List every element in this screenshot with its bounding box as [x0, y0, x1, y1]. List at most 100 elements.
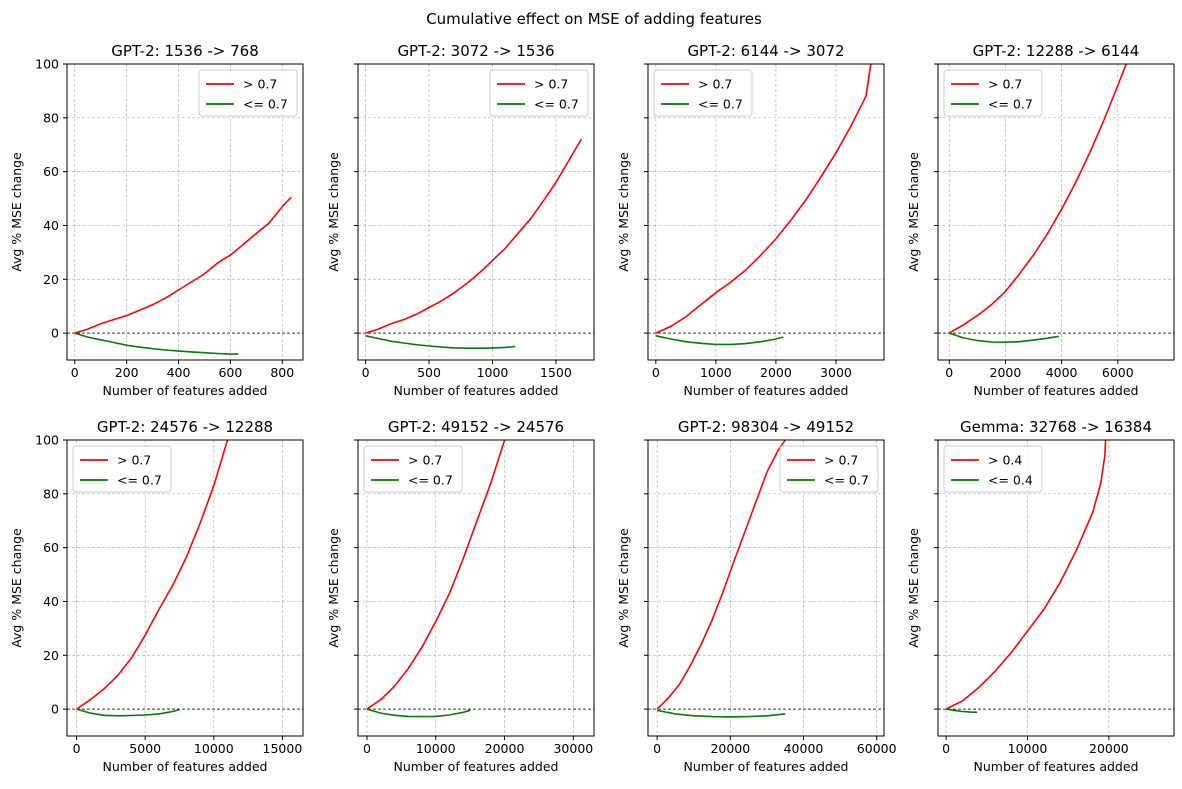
legend-label: > 0.7	[408, 453, 442, 468]
chart-title: GPT-2: 6144 -> 3072	[687, 42, 844, 60]
x-axis-label: Number of features added	[974, 383, 1139, 398]
series-line-green	[76, 708, 180, 717]
chart-panel-2: 0 500 1000 1500 GPT-2: 3072 -> 1536 Number of…	[326, 42, 595, 398]
legend-label: > 0.7	[534, 77, 568, 92]
chart-title: GPT-2: 24576 -> 12288	[97, 418, 273, 436]
legend: > 0.7 <= 0.7	[72, 445, 172, 493]
series-line-green	[656, 709, 786, 718]
x-axis-label: Number of features added	[684, 759, 849, 774]
series-line-red	[366, 440, 506, 710]
chart-panel-7: 0 20000 40000 60000 GPT-2: 98304 -> 49152 Num…	[616, 418, 897, 774]
y-axis-label: Avg % MSE change	[616, 152, 631, 272]
x-tick-label: 1000	[700, 365, 732, 380]
figure-suptitle: Cumulative effect on MSE of adding featu…	[426, 10, 762, 28]
series-line-red	[365, 138, 582, 334]
series-line-green	[655, 335, 784, 346]
x-tick-label: 0	[945, 365, 953, 380]
axes-frame	[66, 439, 304, 737]
x-tick-label: 0	[942, 741, 950, 756]
x-tick-label: 0	[363, 741, 371, 756]
y-axis-label: Avg % MSE change	[326, 152, 341, 272]
legend-label: <= 0.7	[988, 97, 1033, 112]
chart-title: GPT-2: 49152 -> 24576	[388, 418, 564, 436]
legend: > 0.4 <= 0.4	[943, 445, 1043, 493]
legend-label: <= 0.4	[988, 473, 1033, 488]
x-tick-label: 800	[270, 365, 294, 380]
legend-label: > 0.7	[243, 77, 277, 92]
y-tick-label: 60	[43, 540, 59, 555]
x-tick-label: 20000	[710, 741, 750, 756]
y-axis-label: Avg % MSE change	[616, 528, 631, 648]
x-tick-label: 10000	[1008, 741, 1048, 756]
chart-title: GPT-2: 3072 -> 1536	[397, 42, 554, 60]
chart-panel-5: 0 5000 10000 15000 0 20 40 60 80 100 GPT-2: 24576 …	[9, 418, 304, 774]
x-tick-label: 200	[115, 365, 139, 380]
x-tick-label: 0	[652, 365, 660, 380]
axes-frame	[66, 63, 304, 361]
y-axis-label: Avg % MSE change	[906, 152, 921, 272]
chart-panel-3: 0 1000 2000 3000 GPT-2: 6144 -> 3072 Number o…	[616, 42, 885, 398]
series-line-red	[655, 64, 872, 334]
y-tick-label: 0	[51, 702, 59, 717]
x-tick-label: 2000	[990, 365, 1022, 380]
y-axis-label: Avg % MSE change	[906, 528, 921, 648]
y-tick-label: 20	[43, 648, 59, 663]
y-axis-label: Avg % MSE change	[326, 528, 341, 648]
chart-title: GPT-2: 12288 -> 6144	[973, 42, 1140, 60]
y-tick-label: 40	[43, 594, 59, 609]
legend-label: <= 0.7	[824, 473, 869, 488]
series-line-green	[365, 335, 516, 350]
series-line-red	[656, 440, 786, 710]
x-tick-label: 10000	[416, 741, 456, 756]
legend: > 0.7 <= 0.7	[779, 445, 879, 493]
series-line-red	[945, 440, 1107, 710]
legend-label: <= 0.7	[534, 97, 579, 112]
chart-title: Gemma: 32768 -> 16384	[960, 418, 1152, 436]
x-axis-label: Number of features added	[974, 759, 1139, 774]
x-axis-label: Number of features added	[684, 383, 849, 398]
chart-panel-4: 0 2000 4000 6000 GPT-2: 12288 -> 6144 Number …	[906, 42, 1175, 398]
axes-frame	[647, 439, 885, 737]
legend-label: > 0.7	[698, 77, 732, 92]
x-tick-label: 0	[653, 741, 661, 756]
y-tick-label: 80	[43, 110, 59, 125]
chart-panel-1: 0 200 400 600 800 0 20 40 60 80 100 GPT-2: 1536 -> …	[9, 42, 304, 398]
x-tick-label: 40000	[784, 741, 824, 756]
x-tick-label: 0	[362, 365, 370, 380]
legend-label: <= 0.7	[243, 97, 288, 112]
chart-panel-6: 0 10000 20000 30000 GPT-2: 49152 -> 24576 Num…	[326, 418, 595, 774]
x-axis-label: Number of features added	[103, 383, 268, 398]
series-line-green	[366, 708, 471, 718]
x-axis-label: Number of features added	[103, 759, 268, 774]
y-tick-label: 40	[43, 218, 59, 233]
series-line-green	[948, 332, 1059, 344]
legend-label: > 0.7	[824, 453, 858, 468]
x-tick-label: 2000	[760, 365, 792, 380]
y-axis-label: Avg % MSE change	[9, 528, 24, 648]
x-tick-label: 400	[167, 365, 191, 380]
y-axis-label: Avg % MSE change	[9, 152, 24, 272]
axes-frame	[647, 63, 885, 361]
x-tick-label: 3000	[820, 365, 852, 380]
x-tick-label: 600	[218, 365, 242, 380]
y-tick-label: 0	[51, 326, 59, 341]
legend-label: > 0.7	[117, 453, 151, 468]
legend-label: <= 0.7	[117, 473, 162, 488]
x-tick-label: 15000	[263, 741, 303, 756]
y-tick-label: 60	[43, 164, 59, 179]
legend-label: > 0.7	[988, 77, 1022, 92]
x-tick-label: 30000	[553, 741, 593, 756]
x-tick-label: 5000	[129, 741, 161, 756]
legend: > 0.7 <= 0.7	[363, 445, 463, 493]
axes-frame	[357, 439, 595, 737]
series-line-red	[948, 64, 1127, 334]
chart-title: GPT-2: 98304 -> 49152	[678, 418, 854, 436]
legend-label: > 0.4	[988, 453, 1022, 468]
x-tick-label: 1500	[540, 365, 572, 380]
x-tick-label: 60000	[857, 741, 897, 756]
series-line-green	[74, 332, 239, 355]
chart-title: GPT-2: 1536 -> 768	[111, 42, 259, 60]
legend: > 0.7 <= 0.7	[653, 69, 753, 117]
x-tick-label: 6000	[1102, 365, 1134, 380]
